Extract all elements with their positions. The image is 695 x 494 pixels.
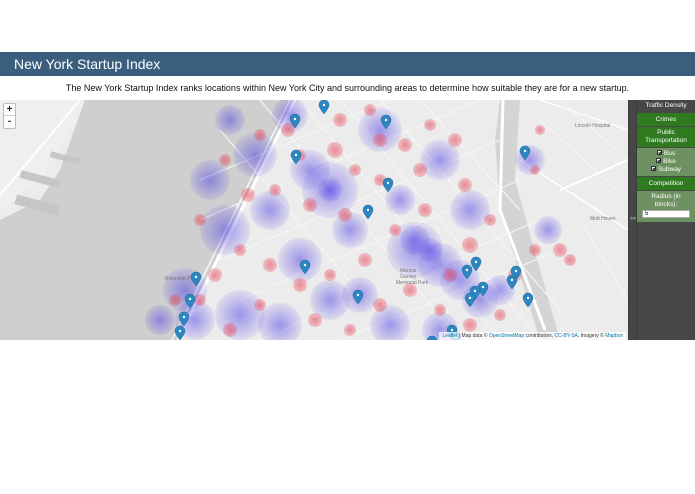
page-description: The New York Startup Index ranks locatio… bbox=[65, 83, 630, 93]
zoom-in-button[interactable]: + bbox=[4, 104, 15, 116]
svg-text:Memorial Park: Memorial Park bbox=[396, 280, 429, 286]
label-riverside-park: Riverside Park bbox=[165, 276, 198, 282]
subway-checkbox[interactable] bbox=[650, 165, 656, 171]
competition-layer[interactable]: Competition bbox=[637, 177, 695, 190]
crimes-layer[interactable]: Crimes bbox=[637, 113, 695, 126]
bike-option[interactable]: Bike bbox=[637, 157, 695, 166]
bike-checkbox[interactable] bbox=[656, 157, 662, 163]
map-section: Riverside Park Marcus Garvey Memorial Park… bbox=[0, 100, 695, 340]
mapbox-link[interactable]: Mapbox bbox=[605, 333, 623, 339]
svg-text:Lincoln Hospital: Lincoln Hospital bbox=[575, 123, 610, 129]
attribution-text: | Map data © bbox=[457, 333, 489, 339]
traffic-density-layer[interactable]: Traffic Density bbox=[637, 100, 695, 112]
svg-text:Marcus: Marcus bbox=[400, 268, 417, 274]
transportation-options: Bus Bike Subway bbox=[637, 148, 695, 176]
label-mott-haven: Mott Haven bbox=[590, 216, 616, 222]
panel-toggle-button[interactable]: >> bbox=[628, 100, 637, 340]
bus-label: Bus bbox=[663, 150, 676, 157]
bus-option[interactable]: Bus bbox=[637, 149, 695, 158]
leaflet-link[interactable]: Leaflet bbox=[442, 333, 458, 339]
radius-section: Radius (in blocks): bbox=[637, 191, 695, 222]
public-transportation-layer[interactable]: Public Transportation bbox=[637, 127, 695, 147]
panel-content: Traffic Density Crimes Public Transporta… bbox=[637, 100, 695, 222]
top-spacer bbox=[0, 0, 695, 52]
layer-panel: >> Traffic Density Crimes Public Transpo… bbox=[628, 100, 695, 340]
bike-label: Bike bbox=[663, 158, 676, 165]
map[interactable]: Riverside Park Marcus Garvey Memorial Park… bbox=[0, 100, 628, 340]
map-attribution: Leaflet | Map data © OpenStreetMap contr… bbox=[439, 332, 626, 340]
attribution-text: contributors, bbox=[524, 333, 555, 339]
page-header: New York Startup Index bbox=[0, 52, 695, 76]
zoom-control: + - bbox=[3, 103, 16, 129]
openstreetmap-link[interactable]: OpenStreetMap bbox=[488, 333, 525, 339]
attribution-text: , Imagery © bbox=[577, 333, 606, 339]
svg-text:Garvey: Garvey bbox=[400, 274, 417, 280]
double-chevron-right-icon: >> bbox=[630, 216, 636, 222]
cc-by-sa-link[interactable]: CC-BY-SA bbox=[554, 333, 578, 339]
bus-checkbox[interactable] bbox=[656, 149, 662, 155]
radius-input[interactable] bbox=[642, 210, 690, 218]
page-title: New York Startup Index bbox=[14, 56, 161, 72]
subway-label: Subway bbox=[657, 166, 682, 173]
radius-label: Radius (in blocks): bbox=[651, 193, 681, 208]
zoom-out-button[interactable]: - bbox=[7, 116, 12, 127]
subway-option[interactable]: Subway bbox=[637, 165, 695, 174]
